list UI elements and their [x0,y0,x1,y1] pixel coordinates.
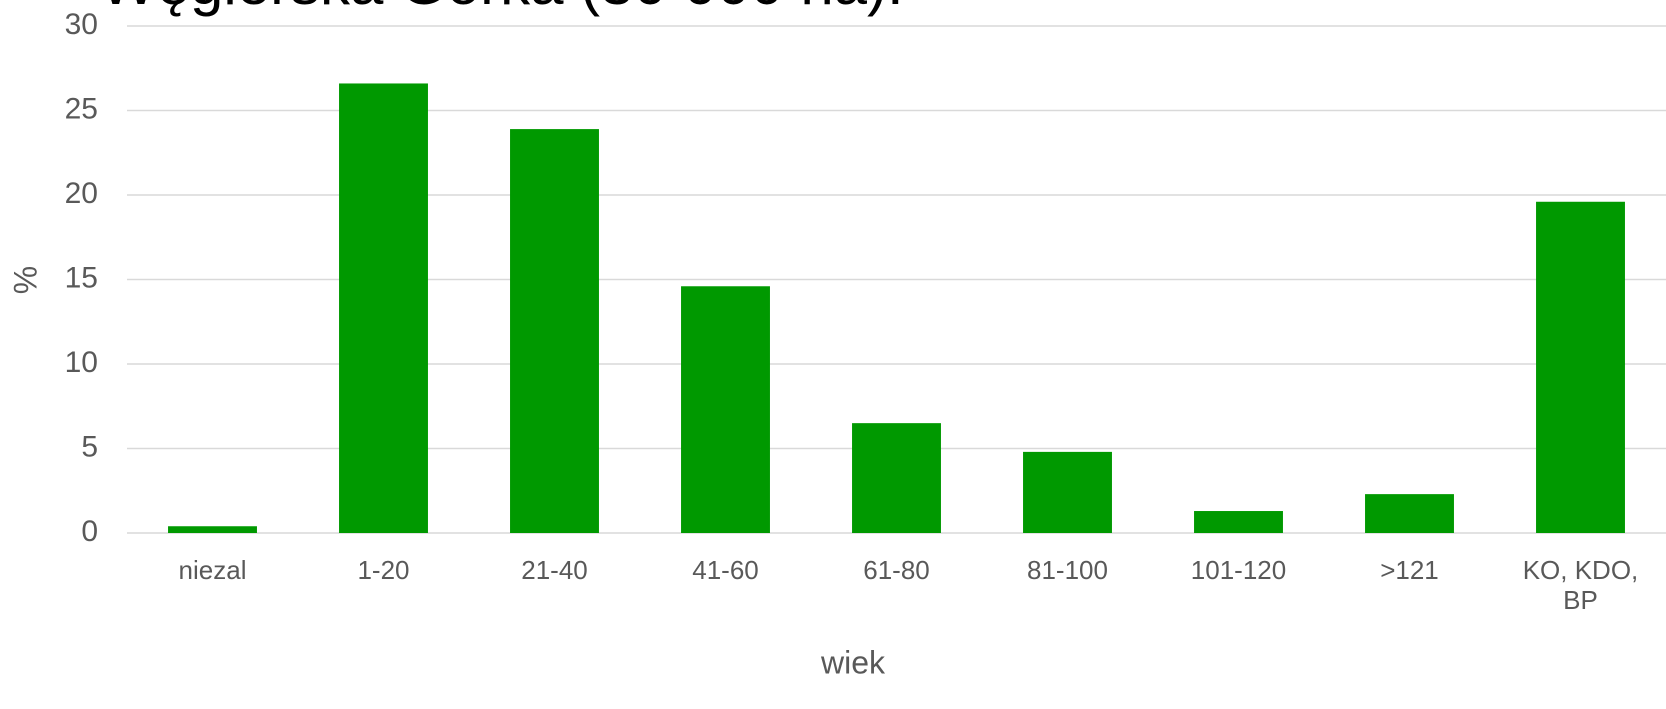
bar [510,129,599,533]
x-axis-title: wiek [820,644,886,680]
x-tick-label: 61-80 [863,555,930,585]
x-tick-label: 21-40 [521,555,588,585]
x-tick-label: niezal [178,555,247,585]
chart-title: Węgierska Górka (30 000 ha). [100,0,904,17]
bar [1536,201,1625,533]
bar [168,526,257,533]
bar [1365,494,1454,533]
y-tick-label: 10 [65,346,98,379]
x-tick-label: 81-100 [1027,555,1108,585]
y-tick-label: 20 [65,177,98,210]
bar [1023,451,1112,533]
y-axis-title: % [7,266,43,294]
y-tick-label: 30 [65,8,98,41]
bar [339,83,428,534]
x-tick-label: KO, KDO, BP [1522,555,1639,615]
bar [1194,511,1283,533]
y-tick-label: 5 [81,430,98,463]
y-tick-label: 15 [65,261,98,294]
x-tick-label: 1-20 [357,555,410,585]
bar [852,423,941,533]
y-tick-label: 25 [65,92,98,125]
y-tick-label: 0 [81,515,98,548]
x-tick-label: 41-60 [692,555,759,585]
bar [681,286,770,533]
x-tick-label: 101-120 [1190,555,1287,585]
x-tick-label: >121 [1380,555,1439,585]
